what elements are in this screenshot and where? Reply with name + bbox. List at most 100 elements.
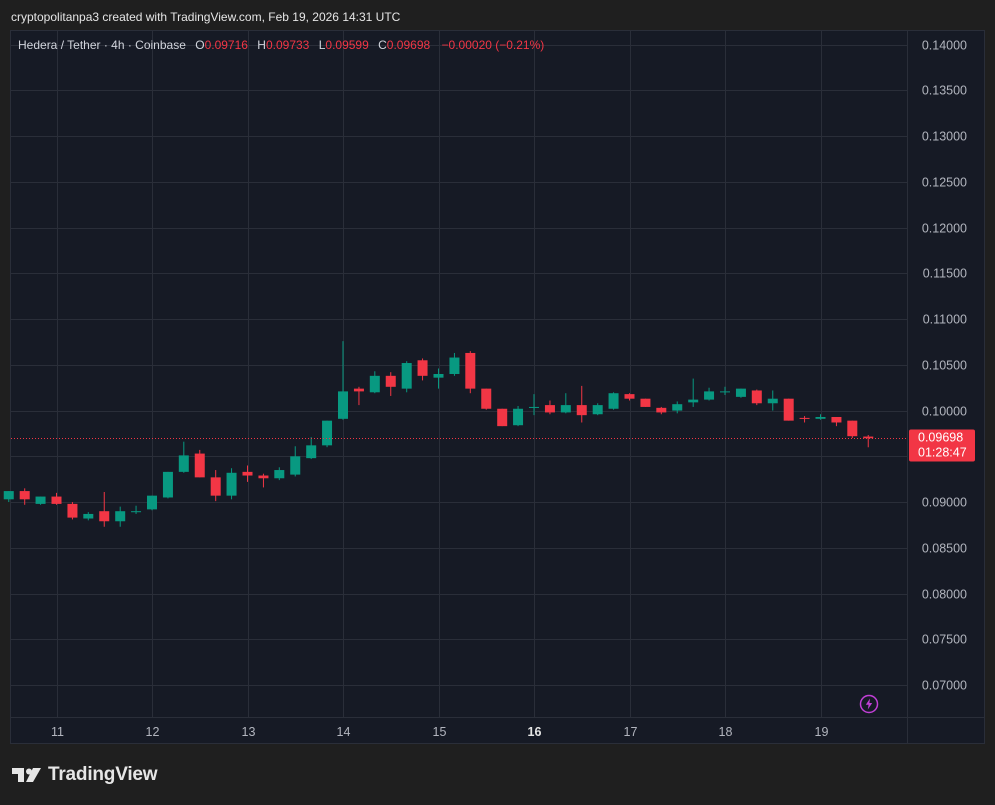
symbol-legend[interactable]: Hedera / Tether · 4h · Coinbase O0.09716… [18,38,544,52]
candle[interactable] [656,406,667,415]
time-tick-label: 14 [337,725,351,739]
candle[interactable] [624,393,635,401]
time-tick-label: 19 [815,725,829,739]
candle[interactable] [560,393,571,414]
candle[interactable] [672,401,683,414]
candle[interactable] [194,449,205,478]
candle[interactable] [465,351,476,394]
candle[interactable] [83,512,94,521]
time-tick-label: 12 [146,725,160,739]
price-tick-label: 0.12000 [922,222,967,236]
candle-body [401,363,412,389]
candle[interactable] [720,386,730,396]
candle[interactable] [51,492,62,505]
candle-body [162,471,173,498]
candle[interactable] [274,467,285,481]
tradingview-logo-icon [12,768,41,782]
candle-body [147,495,157,510]
candle[interactable] [544,400,555,415]
candle[interactable] [147,495,157,511]
candle[interactable] [449,352,460,376]
candle[interactable] [322,420,333,448]
candle-body [369,375,380,393]
candle[interactable] [369,371,380,394]
candle-body [497,408,508,427]
candle-body [640,398,651,407]
candle[interactable] [481,388,492,410]
candle-body [592,405,603,415]
high-value: 0.09733 [265,38,310,52]
close-label: C [378,38,387,52]
candle-body [306,445,317,459]
candle[interactable] [815,414,826,420]
candle[interactable] [35,496,46,505]
candle[interactable] [783,398,794,421]
candle-body [751,390,762,404]
candle[interactable] [863,435,874,448]
candle[interactable] [592,403,603,416]
close-value: 0.09698 [386,38,431,52]
candle[interactable] [210,470,221,502]
candle-body [465,352,476,389]
candle[interactable] [608,392,619,410]
candle[interactable] [242,465,253,482]
candle[interactable] [799,416,810,423]
chart-frame[interactable] [10,30,985,744]
candle[interactable] [529,394,539,416]
candle[interactable] [385,372,396,396]
price-tick-label: 0.13000 [922,130,967,144]
candle[interactable] [3,491,14,503]
candle[interactable] [115,506,126,527]
candle[interactable] [19,488,30,505]
candle[interactable] [67,502,78,520]
candle[interactable] [290,446,301,477]
candle-body [35,496,46,504]
candle[interactable] [99,491,110,527]
candle-body [83,513,94,519]
lightning-icon[interactable] [859,694,879,714]
candle[interactable] [831,416,842,427]
candle[interactable] [735,388,746,398]
candle[interactable] [258,473,269,488]
candle-body [131,511,142,513]
candle[interactable] [178,441,189,473]
candle[interactable] [162,471,173,499]
candle-body [3,491,14,500]
candle-body [863,436,874,439]
candle[interactable] [417,358,428,381]
candle-body [544,405,555,413]
tradingview-logo[interactable]: TradingView [12,764,158,786]
candle[interactable] [497,408,508,427]
chart-credit: cryptopolitanpa3 created with TradingVie… [11,10,401,24]
candle[interactable] [433,368,444,389]
candle-body [449,357,460,374]
last-price-value: 0.09698 [918,431,963,445]
candle-body [322,420,333,446]
candle[interactable] [751,389,762,406]
candle-body [529,406,539,408]
candle[interactable] [767,390,778,411]
low-value: 0.09599 [325,38,369,52]
candle[interactable] [306,437,317,460]
candle[interactable] [847,420,858,439]
candle-body [767,398,778,404]
candle[interactable] [704,387,715,401]
candle-body [353,388,364,392]
price-tick-label: 0.14000 [922,39,967,53]
candle[interactable] [338,341,348,420]
candle[interactable] [401,361,412,393]
candle[interactable] [576,385,587,423]
candle-body [433,374,444,378]
candle[interactable] [513,406,524,427]
candle-body [19,491,30,500]
grid-lines [11,31,984,743]
symbol-name[interactable]: Hedera / Tether · 4h · Coinbase [18,38,186,52]
price-tick-label: 0.08000 [922,588,967,602]
candle[interactable] [226,468,237,500]
candle-body [624,394,635,399]
candle[interactable] [688,378,699,407]
candle[interactable] [131,505,142,514]
candle[interactable] [353,386,364,406]
candle[interactable] [640,398,651,407]
